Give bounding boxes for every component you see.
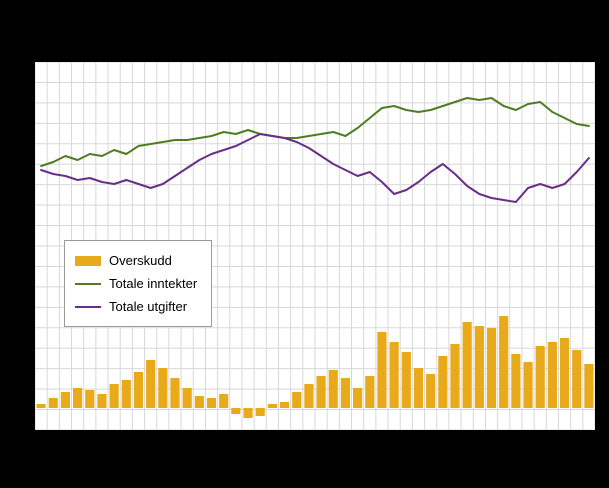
bar bbox=[584, 364, 594, 408]
bar bbox=[413, 368, 424, 408]
bar bbox=[572, 350, 582, 408]
line-totale-utgifter bbox=[40, 133, 590, 203]
bar bbox=[340, 378, 351, 408]
bar bbox=[109, 384, 119, 408]
bar bbox=[292, 392, 302, 408]
line-swatch-icon bbox=[75, 282, 101, 285]
bar bbox=[158, 368, 168, 408]
bar bbox=[121, 380, 131, 408]
bar bbox=[535, 346, 545, 408]
bar bbox=[267, 404, 277, 408]
bar bbox=[170, 378, 180, 408]
bar bbox=[328, 370, 338, 408]
bar bbox=[146, 360, 156, 408]
bar bbox=[133, 372, 144, 408]
legend-label: Overskudd bbox=[109, 253, 172, 268]
bar bbox=[36, 404, 46, 408]
bar bbox=[219, 394, 229, 408]
bar bbox=[304, 384, 314, 408]
bar bbox=[182, 388, 192, 408]
bar bbox=[48, 398, 58, 408]
bar bbox=[389, 342, 399, 408]
bar bbox=[60, 392, 71, 408]
bar bbox=[85, 390, 95, 408]
bar bbox=[243, 408, 253, 418]
line-totale-inntekter bbox=[40, 97, 590, 167]
bar bbox=[353, 388, 363, 408]
bar bbox=[426, 374, 436, 408]
bar bbox=[547, 342, 557, 408]
bar bbox=[462, 322, 472, 408]
line-swatch-icon bbox=[75, 305, 101, 308]
bar bbox=[231, 408, 241, 414]
bar-swatch-icon bbox=[75, 255, 101, 266]
bar bbox=[279, 402, 290, 408]
bar bbox=[474, 326, 484, 408]
bar bbox=[255, 408, 265, 416]
bar bbox=[97, 394, 107, 408]
legend: Overskudd Totale inntekter Totale utgift… bbox=[64, 240, 213, 327]
legend-item-overskudd: Overskudd bbox=[75, 249, 197, 272]
bar bbox=[365, 376, 375, 408]
bar bbox=[206, 398, 217, 408]
bar bbox=[450, 344, 460, 408]
legend-item-utgifter: Totale utgifter bbox=[75, 295, 197, 318]
bar bbox=[511, 354, 521, 408]
bar bbox=[401, 352, 411, 408]
legend-label: Totale inntekter bbox=[109, 276, 198, 291]
bar bbox=[438, 356, 448, 408]
bar bbox=[194, 396, 204, 408]
bar bbox=[486, 328, 497, 408]
bar bbox=[523, 362, 533, 408]
bar bbox=[377, 332, 387, 408]
legend-label: Totale utgifter bbox=[109, 299, 188, 314]
bar bbox=[316, 376, 326, 408]
bar bbox=[559, 338, 570, 408]
legend-item-inntekter: Totale inntekter bbox=[75, 272, 197, 295]
bars-overskudd bbox=[36, 316, 594, 418]
bar bbox=[73, 388, 83, 408]
bar bbox=[499, 316, 509, 408]
